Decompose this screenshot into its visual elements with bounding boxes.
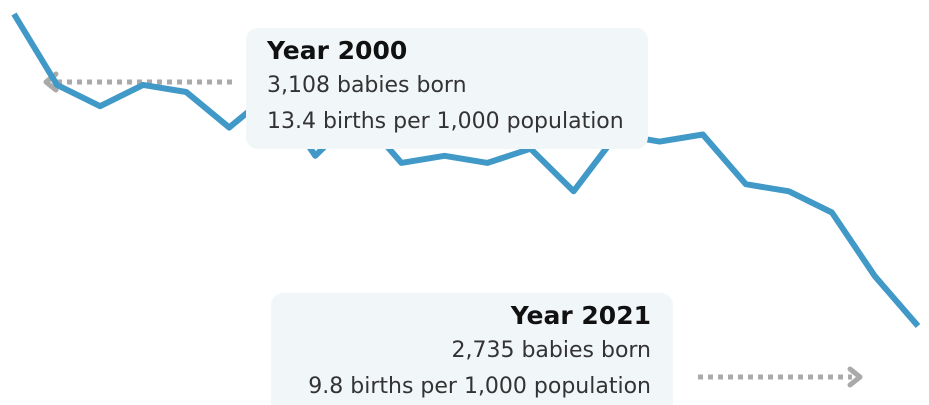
annotation-end: Year 2021 2,735 babies born 9.8 births p… [271, 293, 673, 405]
annotation-start-births: 3,108 babies born [267, 73, 467, 98]
arrow-right-head-icon [847, 366, 863, 388]
annotation-start: Year 2000 3,108 babies born 13.4 births … [246, 28, 648, 149]
series-line [11, 12, 921, 328]
annotation-end-title: Year 2021 [510, 301, 651, 330]
annotation-end-rate: 9.8 births per 1,000 population [308, 374, 651, 399]
annotation-start-title: Year 2000 [267, 36, 408, 65]
annotation-start-rate: 13.4 births per 1,000 population [267, 109, 624, 134]
annotation-end-births: 2,735 babies born [451, 338, 651, 363]
series-layer [11, 12, 921, 328]
